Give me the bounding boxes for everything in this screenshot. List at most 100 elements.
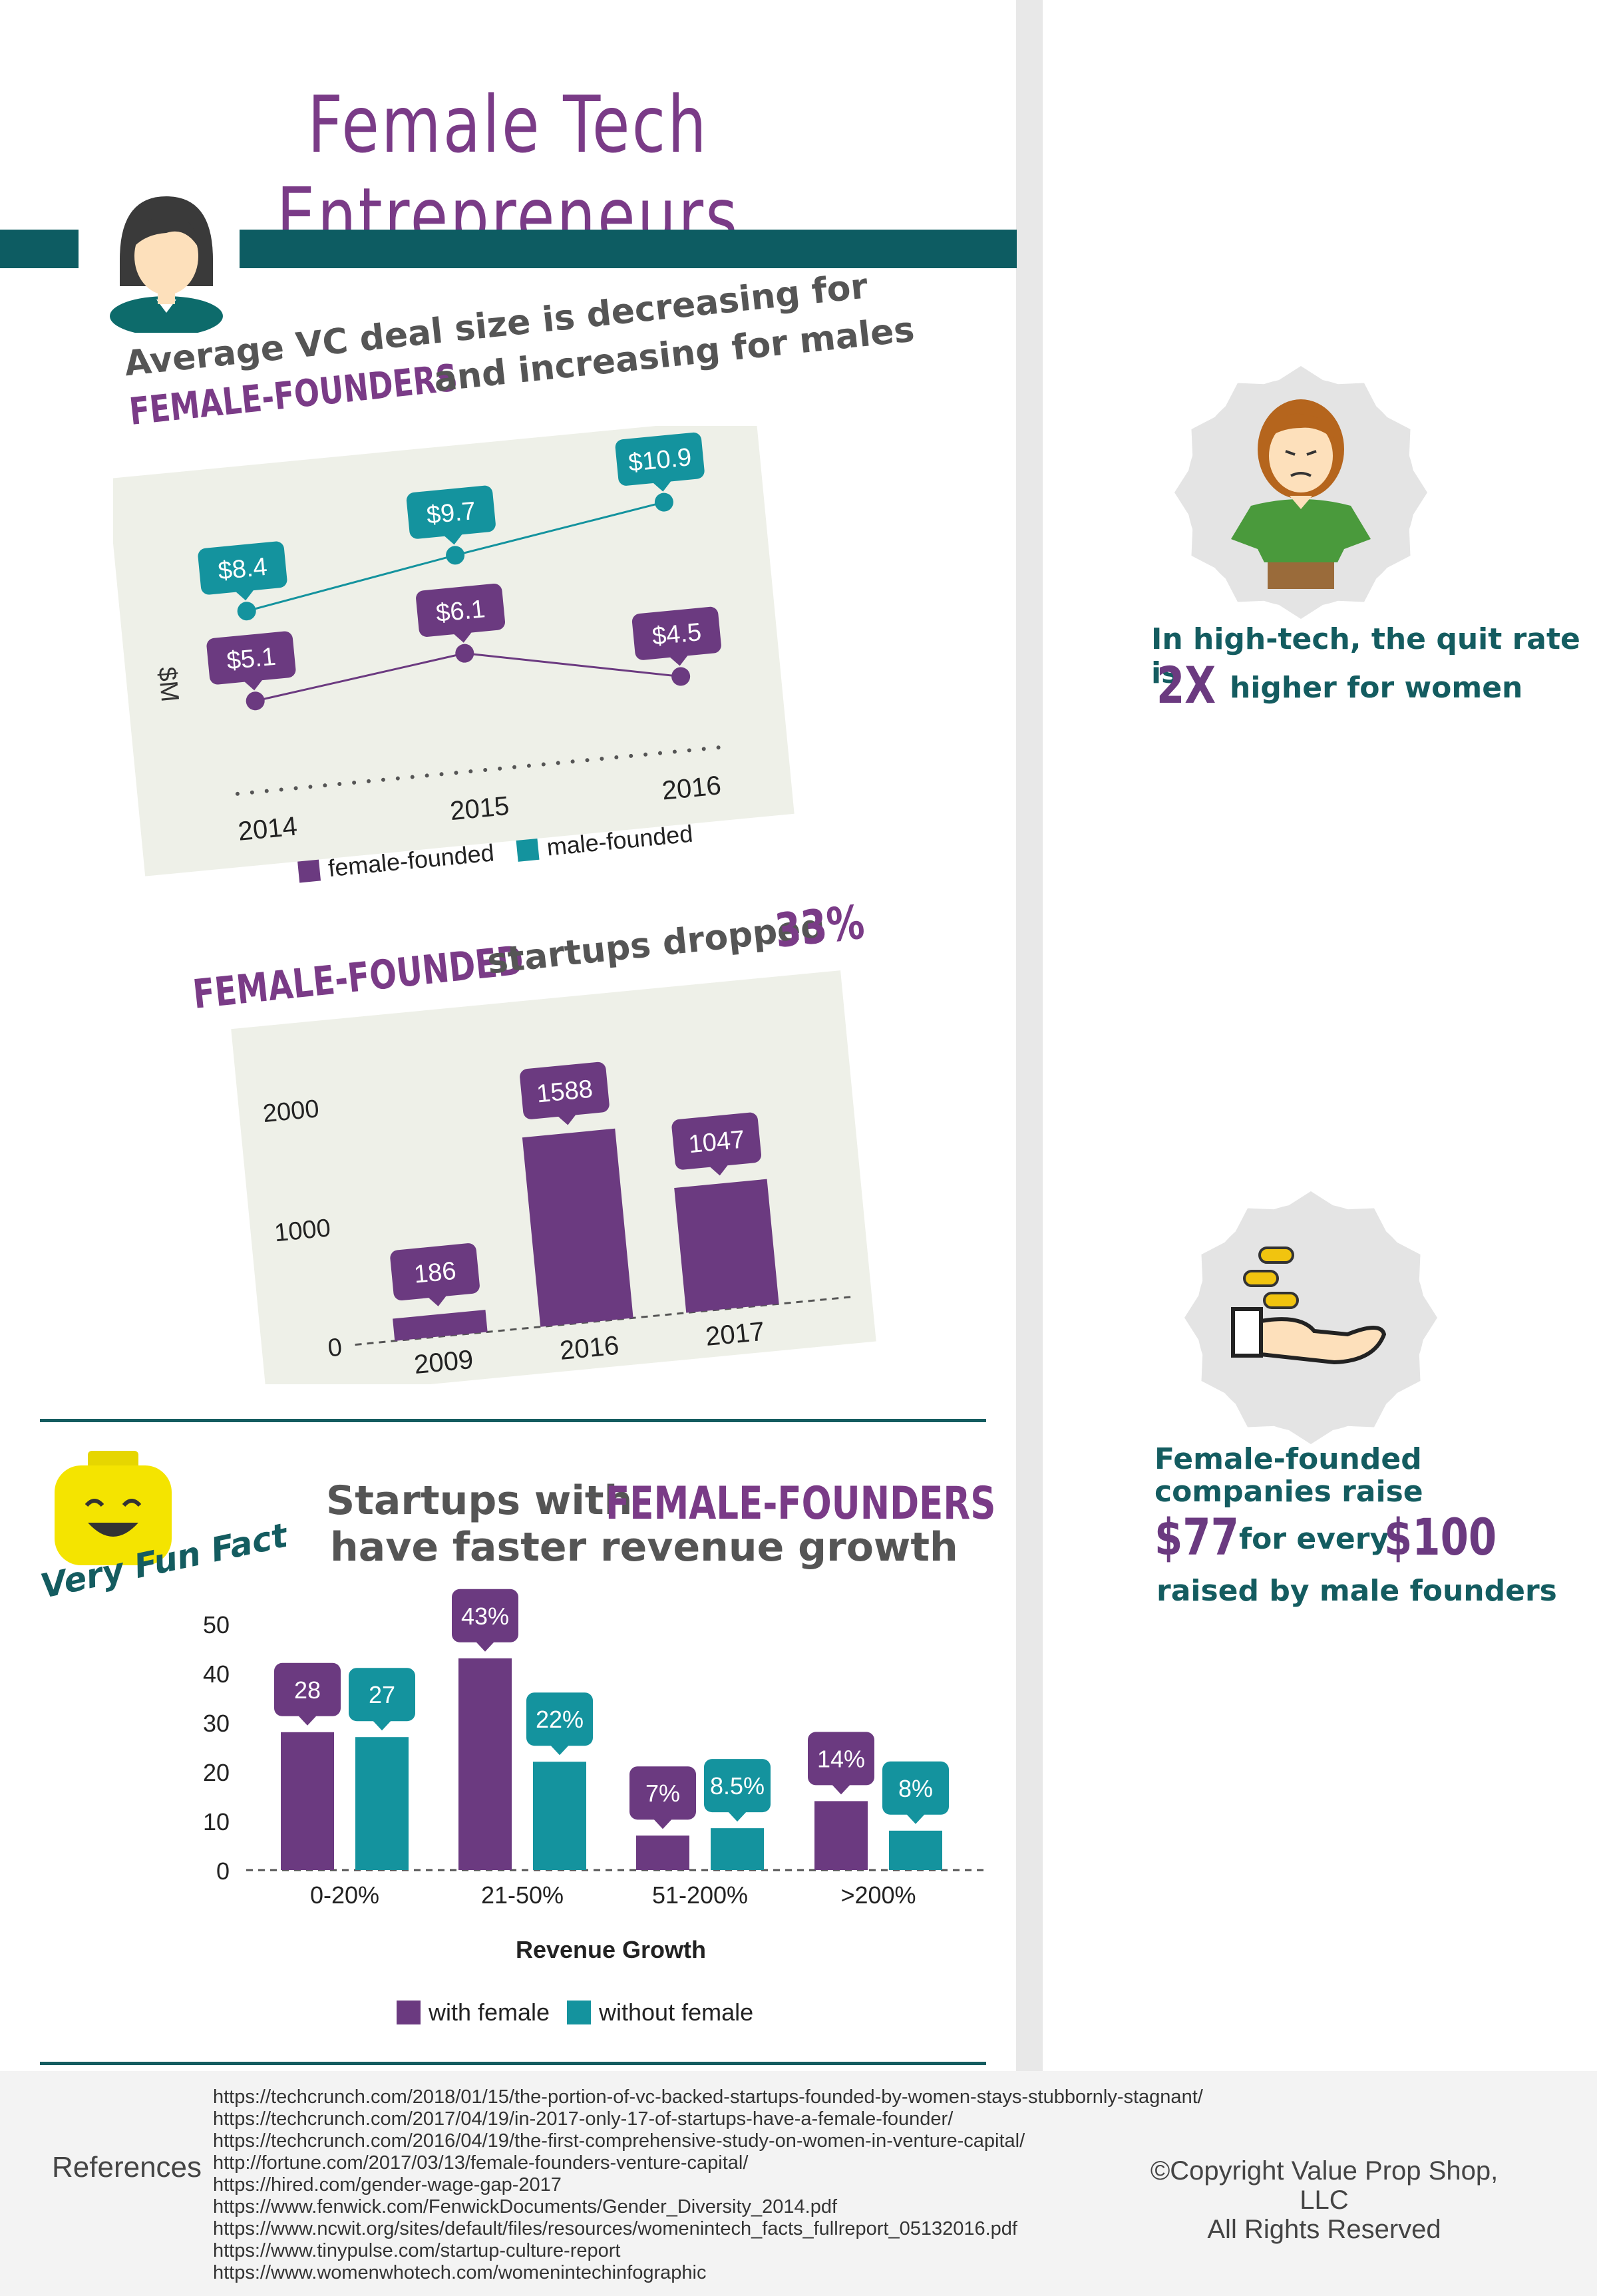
- vc-axis-dot: [250, 790, 254, 795]
- legend-with-label: with female: [428, 1999, 550, 2026]
- dropped-label-2009-label: 186: [413, 1257, 457, 1289]
- gear-core: [1196, 1203, 1425, 1432]
- reference-link[interactable]: https://www.tinypulse.com/startup-cultur…: [213, 2240, 621, 2261]
- section-divider-top: [40, 1419, 986, 1422]
- rev-ytick-20: 20: [203, 1759, 230, 1786]
- vc-ylabel: $M: [152, 666, 184, 703]
- rev-bar-0-3: [814, 1801, 868, 1870]
- vc-axis-dot: [293, 786, 298, 791]
- vc-label-0-1-box: [416, 584, 506, 637]
- vc-point-1-0: [237, 602, 256, 621]
- references-footer: [0, 2071, 1597, 2296]
- rev-label-1-2-pointer: [728, 1812, 747, 1822]
- vc-label-1-0-box: [198, 541, 287, 595]
- rev-label-0-1-label: 43%: [461, 1603, 509, 1630]
- raise-big2: $100: [1384, 1507, 1497, 1567]
- reference-link[interactable]: https://www.fenwick.com/FenwickDocuments…: [213, 2196, 838, 2217]
- vc-label-1-1-pointer: [444, 534, 463, 545]
- vc-xtick-2015: 2015: [448, 791, 510, 826]
- rev-label-1-3: 8%: [882, 1761, 949, 1824]
- rev-label-0-2-pointer: [653, 1819, 672, 1829]
- dropped-label-2016: 1588: [520, 1061, 610, 1125]
- rev-label-0-1-box: [452, 1589, 518, 1642]
- rev-bar-1-0: [355, 1737, 409, 1870]
- vc-axis-dot: [629, 753, 633, 758]
- reference-link[interactable]: https://techcrunch.com/2018/01/15/the-po…: [213, 2086, 1203, 2108]
- vc-point-0-2: [671, 667, 691, 686]
- reference-link[interactable]: https://techcrunch.com/2017/04/19/in-201…: [213, 2108, 954, 2130]
- reference-link[interactable]: https://www.ncwit.org/sites/default/file…: [213, 2218, 1017, 2239]
- legend-without-label: without female: [598, 1999, 753, 2026]
- vc-axis-dot: [395, 776, 400, 781]
- vc-label-0-2-label: $4.5: [651, 618, 703, 651]
- revenue-growth-chart: 0 10 20 30 40 50 28 27 0-20% 43% 22% 21-50% 7% 8.5% 51…: [203, 1589, 985, 2026]
- vc-axis-dot: [600, 757, 604, 761]
- vc-axis-dot: [498, 766, 502, 771]
- vc-axis-dot: [483, 767, 488, 772]
- rev-label-1-3-box: [882, 1761, 949, 1815]
- dropped-xtick-2009: 2009: [413, 1345, 474, 1380]
- references-list: https://techcrunch.com/2018/01/15/the-po…: [213, 2086, 1203, 2284]
- rev-label-0-1-pointer: [476, 1641, 494, 1652]
- rev-ytick-30: 30: [203, 1710, 230, 1737]
- vc-axis-dot: [235, 791, 240, 796]
- vc-label-1-1: $9.7: [406, 485, 496, 545]
- vc-axis-dot: [541, 762, 546, 767]
- rev-xtick-2: 51-200%: [652, 1881, 748, 1909]
- reference-link[interactable]: https://techcrunch.com/2016/04/19/the-fi…: [213, 2130, 1025, 2152]
- rev-label-0-2-label: 7%: [645, 1780, 680, 1807]
- rev-label-0-3-pointer: [832, 1784, 850, 1795]
- copyright-line1: ©Copyright Value Prop Shop, LLC: [1150, 2156, 1499, 2215]
- references-label: References: [52, 2151, 202, 2184]
- rev-label-1-3-pointer: [906, 1814, 925, 1824]
- rev-bar-0-0: [281, 1732, 334, 1870]
- vc-label-0-0: $5.1: [206, 631, 296, 691]
- dropped-label-2017: 1047: [671, 1112, 761, 1176]
- rev-label-1-0-label: 27: [369, 1681, 395, 1708]
- vc-label-1-2: $10.9: [615, 432, 705, 492]
- reference-link[interactable]: http://fortune.com/2017/03/13/female-fou…: [213, 2152, 749, 2174]
- vc-axis-dot: [352, 780, 357, 785]
- vc-label-1-0-label: $8.4: [217, 553, 269, 586]
- rev-bar-0-1: [458, 1658, 512, 1870]
- vc-label-1-0-pointer: [235, 590, 254, 601]
- fun-heading-text1: Startups with: [326, 1477, 633, 1524]
- rev-bar-0-2: [636, 1835, 689, 1870]
- dropped-label-2009: 186: [390, 1243, 480, 1306]
- rev-label-1-2-box: [704, 1759, 771, 1813]
- reference-link[interactable]: https://hired.com/gender-wage-gap-2017: [213, 2174, 562, 2196]
- dropped-bar-2016: [522, 1128, 633, 1327]
- vc-axis-dot: [264, 789, 269, 793]
- fun-heading-emph: FEMALE-FOUNDERS: [606, 1477, 996, 1530]
- legend-male-swatch: [516, 838, 540, 862]
- dropped-ytick-2000: 2000: [262, 1095, 320, 1128]
- vc-label-1-2-pointer: [652, 480, 671, 492]
- reference-link[interactable]: https://www.womenwhotech.com/womenintech…: [213, 2262, 707, 2283]
- rev-label-1-0: 27: [349, 1668, 415, 1731]
- vc-axis-dot: [323, 783, 327, 788]
- rev-label-1-0-box: [349, 1668, 415, 1722]
- rev-label-1-1-pointer: [550, 1745, 569, 1756]
- dropped-label-2017-pointer: [709, 1165, 729, 1176]
- vc-axis-dot: [658, 751, 663, 755]
- rev-xtick-0: 0-20%: [310, 1881, 379, 1909]
- vc-axis-dot: [526, 763, 531, 768]
- legend-without-swatch: [567, 2001, 591, 2024]
- raise-big1: $77: [1154, 1507, 1239, 1567]
- rev-label-0-3-label: 14%: [817, 1745, 865, 1772]
- vc-axis-dot: [381, 777, 385, 782]
- rev-label-1-2-label: 8.5%: [710, 1772, 765, 1800]
- dropped-label-2016-pointer: [558, 1114, 576, 1125]
- rev-label-0-2-box: [629, 1766, 696, 1820]
- frustrated-woman-icon: [1174, 366, 1427, 619]
- vc-label-1-2-label: $10.9: [627, 443, 693, 477]
- rev-label-1-0-pointer: [373, 1720, 391, 1731]
- header-bar-left: [0, 230, 79, 268]
- vc-axis-dot: [701, 747, 706, 751]
- vc-axis-dot: [672, 749, 677, 754]
- rev-label-0-0-pointer: [298, 1715, 317, 1726]
- rev-xtick-3: >200%: [840, 1881, 916, 1909]
- dropped-label-2009-pointer: [428, 1295, 447, 1306]
- vc-axis-dot: [687, 748, 691, 753]
- rev-ytick-40: 40: [203, 1660, 230, 1688]
